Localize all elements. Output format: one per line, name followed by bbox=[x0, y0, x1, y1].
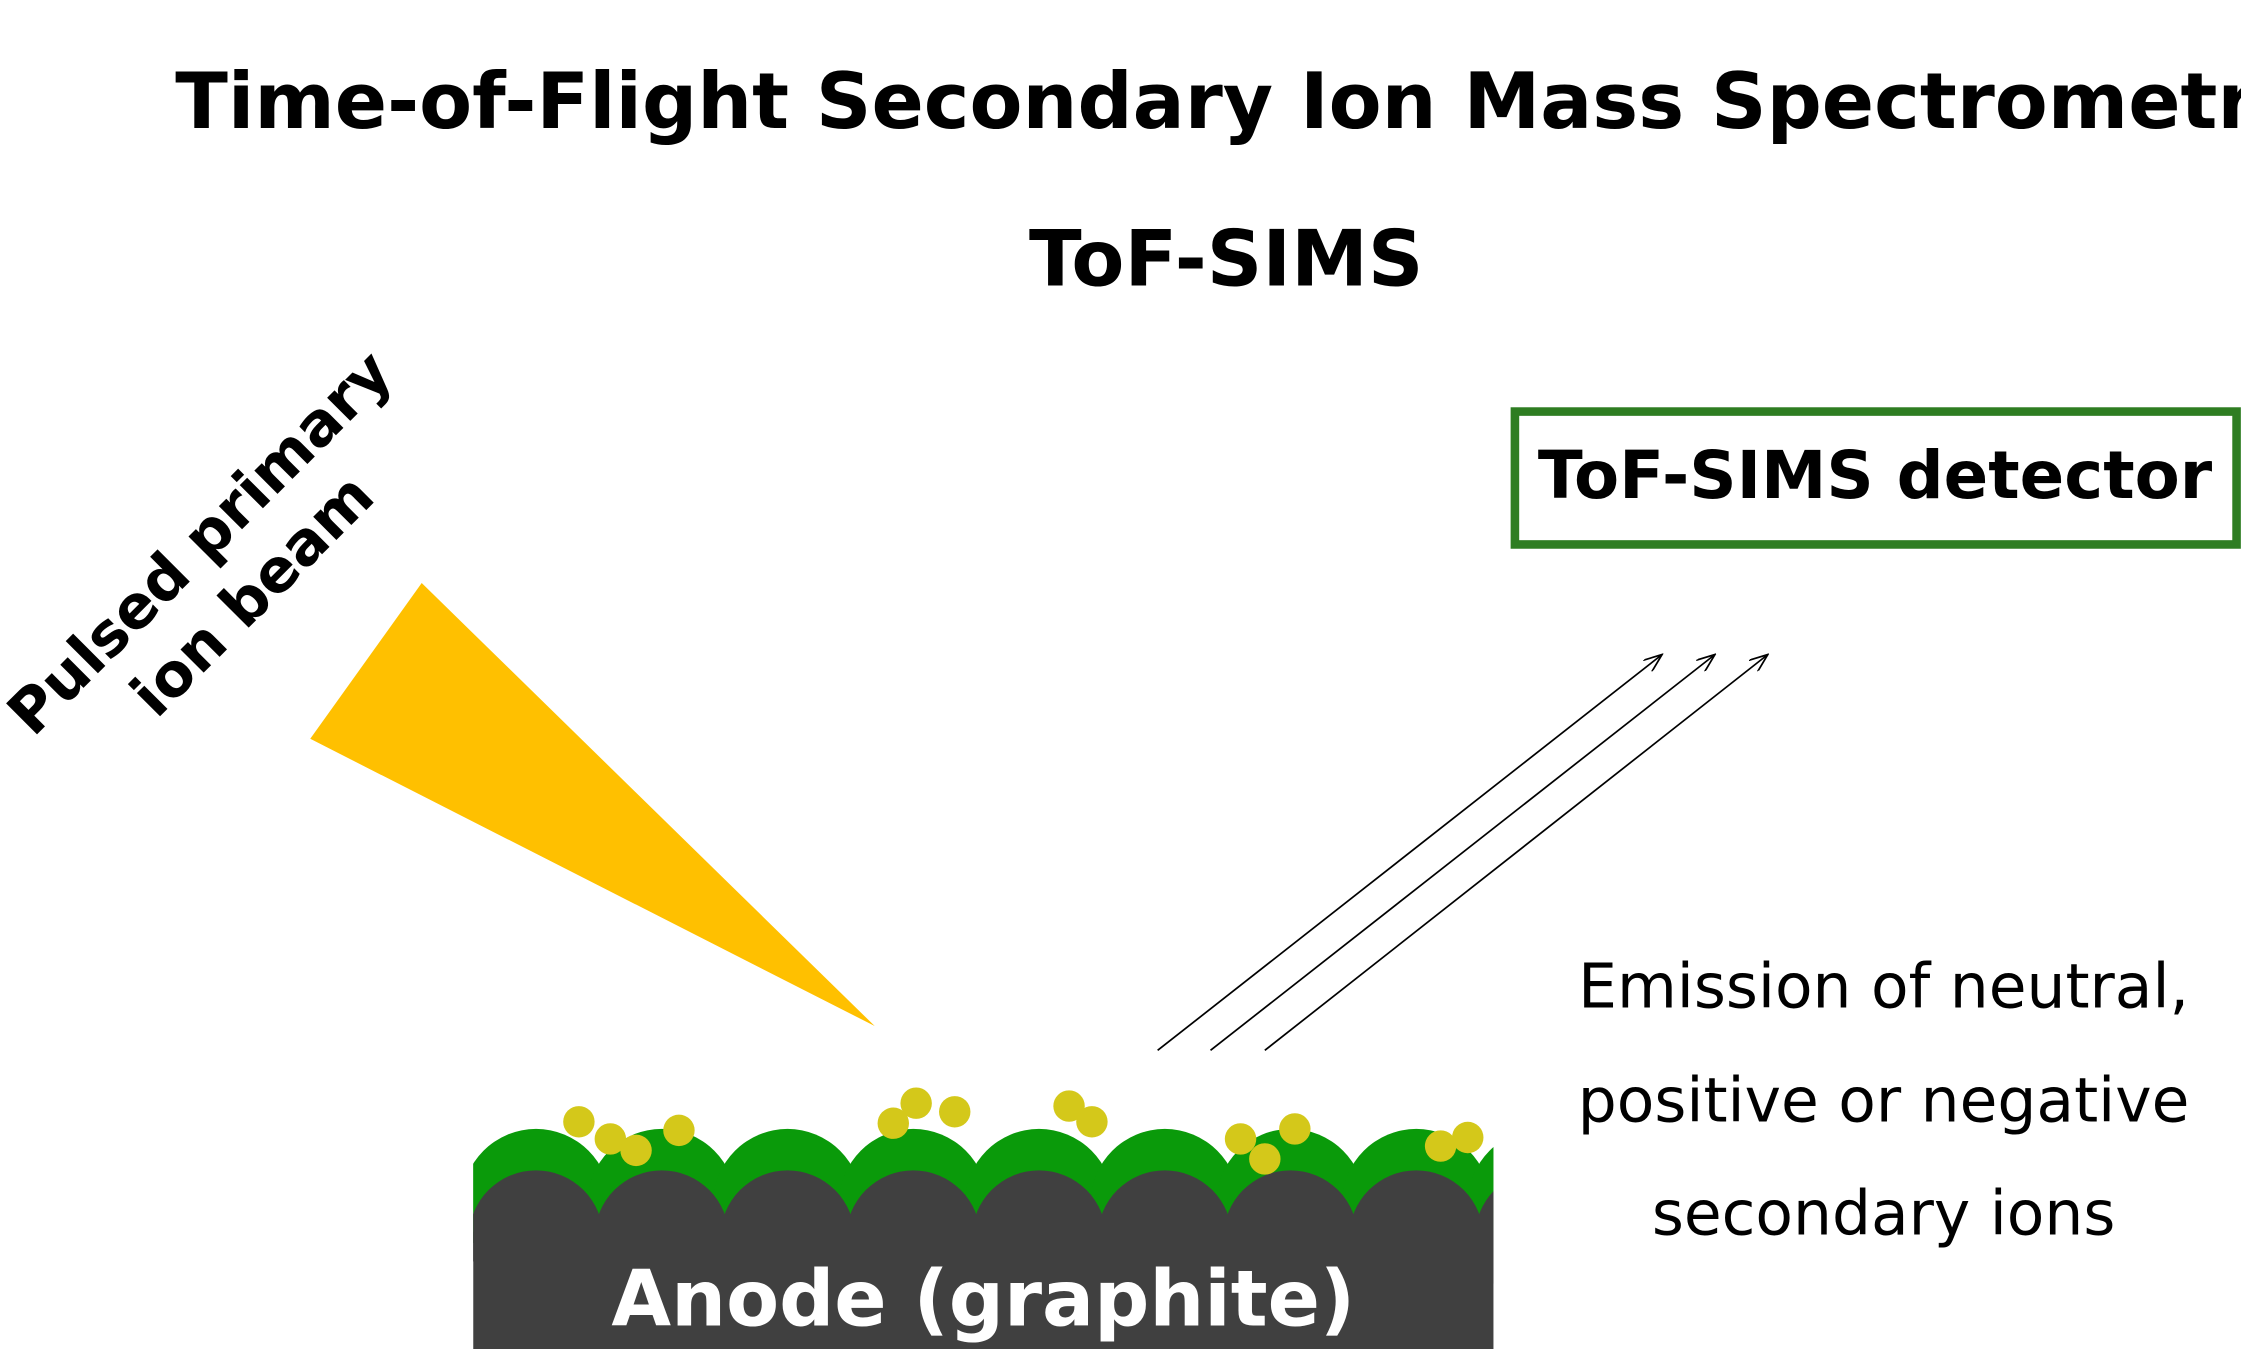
secondary-ion-arrows bbox=[1157, 654, 1768, 1052]
particle bbox=[620, 1134, 652, 1167]
particle bbox=[877, 1107, 910, 1139]
subtitle: ToF-SIMS bbox=[1029, 214, 1423, 304]
particle bbox=[1249, 1143, 1281, 1175]
particle bbox=[900, 1087, 932, 1119]
particle bbox=[1076, 1106, 1108, 1138]
detector-label: ToF-SIMS detector bbox=[1538, 437, 2213, 514]
anode-label: Anode (graphite) bbox=[611, 1255, 1355, 1345]
particles bbox=[563, 1087, 1484, 1175]
title: Time-of-Flight Secondary Ion Mass Spectr… bbox=[175, 57, 2241, 147]
particle bbox=[1424, 1130, 1457, 1162]
emission-line: secondary ions bbox=[1652, 1179, 2116, 1250]
arrow bbox=[1157, 654, 1662, 1052]
anode bbox=[473, 1128, 1494, 1349]
arrow bbox=[1209, 654, 1715, 1052]
ion-beam bbox=[310, 583, 875, 1027]
detector-box bbox=[1510, 407, 2241, 549]
particle bbox=[1452, 1121, 1484, 1154]
arrow bbox=[1264, 654, 1768, 1052]
particle bbox=[939, 1096, 971, 1128]
particle bbox=[1224, 1123, 1257, 1155]
particle bbox=[594, 1123, 627, 1155]
particle bbox=[663, 1114, 695, 1147]
particle bbox=[563, 1106, 595, 1138]
emission-line: positive or negative bbox=[1578, 1066, 2190, 1137]
emission-label: Emission of neutral, positive or negativ… bbox=[1578, 951, 2190, 1249]
particle bbox=[1053, 1090, 1085, 1122]
emission-line: Emission of neutral, bbox=[1578, 951, 2189, 1022]
anode-body bbox=[473, 1231, 1494, 1349]
graphite-bump bbox=[1474, 1191, 1494, 1284]
particle bbox=[1279, 1113, 1311, 1145]
